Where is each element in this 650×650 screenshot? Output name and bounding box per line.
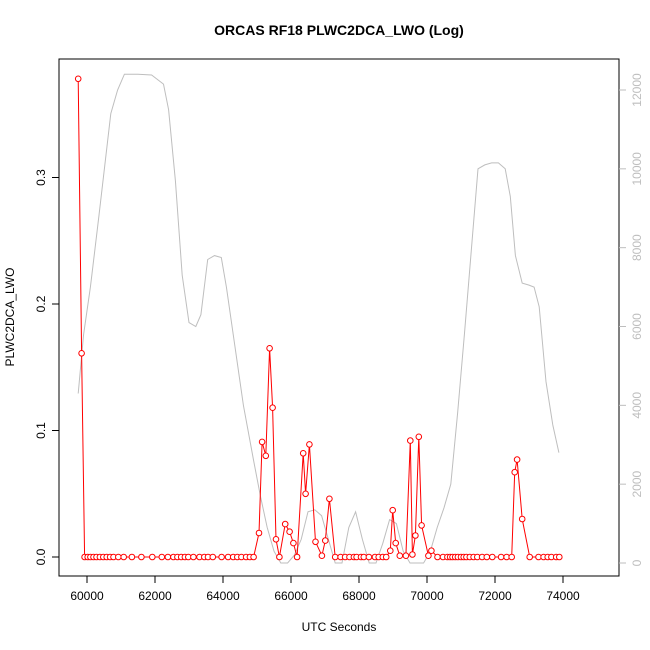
plot-frame xyxy=(58,58,620,577)
data-point xyxy=(365,553,373,561)
data-point xyxy=(78,350,85,357)
data-point xyxy=(276,553,283,561)
data-point xyxy=(489,553,496,561)
y2-tick-label: 12000 xyxy=(630,73,644,107)
data-point xyxy=(128,553,136,561)
secondary-series-layer xyxy=(77,73,560,564)
data-point xyxy=(164,553,172,561)
y2-tick-label: 4000 xyxy=(630,392,644,419)
data-point xyxy=(513,456,521,463)
data-point xyxy=(322,537,329,544)
data-point xyxy=(120,553,127,561)
data-point xyxy=(293,553,301,561)
y-tick-label: 0.1 xyxy=(34,422,48,439)
data-point xyxy=(250,553,257,561)
x-tick-label: 68000 xyxy=(342,589,376,603)
x-tick-label: 66000 xyxy=(274,589,308,603)
data-point xyxy=(312,538,319,546)
data-point xyxy=(409,551,416,558)
y-axis-label: PLWC2DCA_LWO xyxy=(3,268,17,367)
data-point xyxy=(74,75,82,83)
data-point xyxy=(281,520,289,528)
data-point xyxy=(149,553,156,561)
data-point xyxy=(266,345,273,352)
data-point xyxy=(511,468,519,476)
data-point xyxy=(428,547,435,555)
x-tick-label: 74000 xyxy=(546,589,580,603)
data-point xyxy=(483,553,491,561)
x-tick-label: 72000 xyxy=(478,589,512,603)
x-tick-label: 60000 xyxy=(70,589,104,603)
data-point xyxy=(389,506,397,514)
y-tick-label: 0.0 xyxy=(34,548,48,565)
data-point xyxy=(302,490,309,498)
data-point xyxy=(415,433,423,441)
data-point xyxy=(218,553,225,561)
y-tick-label: 0.3 xyxy=(34,169,48,186)
data-point xyxy=(434,553,441,561)
x-tick-label: 62000 xyxy=(138,589,172,603)
data-point xyxy=(402,552,410,560)
data-point xyxy=(318,552,326,560)
data-point xyxy=(209,553,217,561)
data-point xyxy=(190,553,197,561)
data-point xyxy=(392,539,400,547)
y2-tick-label: 0 xyxy=(630,559,644,566)
data-point xyxy=(331,553,339,561)
data-point xyxy=(412,532,419,539)
data-point xyxy=(425,552,432,560)
data-point xyxy=(518,515,526,523)
data-point xyxy=(326,495,333,503)
x-tick-label: 64000 xyxy=(206,589,240,603)
data-point xyxy=(508,553,516,561)
data-point xyxy=(306,441,313,448)
data-point xyxy=(262,452,270,460)
y2-tick-label: 10000 xyxy=(630,152,644,186)
data-point xyxy=(382,553,390,561)
data-point xyxy=(418,522,425,529)
x-tick-label: 70000 xyxy=(410,589,444,603)
data-point xyxy=(290,539,297,547)
data-point xyxy=(138,553,145,561)
data-point xyxy=(258,438,266,446)
data-point xyxy=(286,528,293,536)
chart-title: ORCAS RF18 PLWC2DCA_LWO (Log) xyxy=(214,22,464,38)
y2-tick-label: 8000 xyxy=(630,234,644,261)
data-point xyxy=(299,450,307,457)
data-point xyxy=(396,552,404,560)
data-point xyxy=(269,404,276,412)
data-point xyxy=(272,536,280,543)
data-point xyxy=(115,553,122,561)
y-tick-label: 0.2 xyxy=(34,295,48,312)
data-point xyxy=(556,553,563,561)
x-axis-label: UTC Seconds xyxy=(302,620,377,634)
primary-series-line xyxy=(77,78,560,558)
y2-tick-label: 2000 xyxy=(630,470,644,497)
data-point xyxy=(255,529,263,537)
data-point xyxy=(407,437,414,444)
data-point xyxy=(387,547,394,555)
data-point xyxy=(526,553,534,561)
axes-layer: 60000 62000 64000 66000 68000 70000 72000 74000… xyxy=(34,73,644,603)
y2-tick-label: 6000 xyxy=(630,313,644,340)
secondary-series-line xyxy=(77,73,560,564)
data-point xyxy=(497,553,505,561)
data-point xyxy=(158,553,166,561)
primary-series-layer xyxy=(74,75,563,561)
